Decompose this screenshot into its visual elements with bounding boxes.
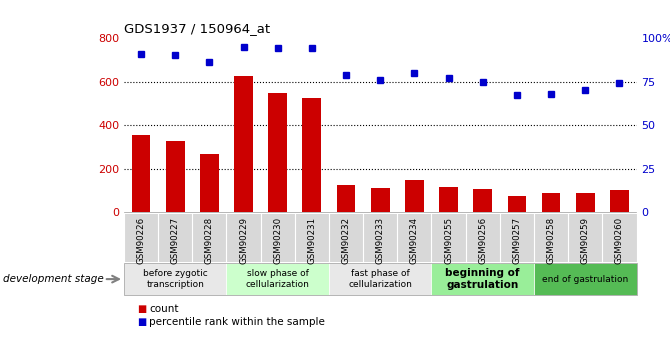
Text: GSM90234: GSM90234	[410, 217, 419, 264]
Bar	[302, 98, 322, 212]
Text: GSM90260: GSM90260	[615, 217, 624, 264]
Text: end of gastrulation: end of gastrulation	[542, 275, 628, 284]
Text: GSM90232: GSM90232	[342, 217, 350, 264]
Text: beginning of
gastrulation: beginning of gastrulation	[446, 268, 520, 290]
Text: fast phase of
cellularization: fast phase of cellularization	[348, 269, 412, 289]
Text: GSM90255: GSM90255	[444, 217, 453, 264]
Bar	[405, 179, 424, 212]
Bar	[200, 155, 219, 212]
Bar	[576, 193, 595, 212]
Text: GSM90228: GSM90228	[205, 217, 214, 264]
Bar	[371, 188, 390, 212]
Bar	[610, 190, 629, 212]
Bar	[336, 185, 356, 212]
Text: GSM90230: GSM90230	[273, 217, 282, 264]
Bar	[541, 193, 561, 212]
Bar	[268, 93, 287, 212]
Text: GSM90258: GSM90258	[547, 217, 555, 264]
Text: GSM90231: GSM90231	[308, 217, 316, 264]
Text: before zygotic
transcription: before zygotic transcription	[143, 269, 208, 289]
Text: development stage: development stage	[3, 274, 104, 284]
Text: GDS1937 / 150964_at: GDS1937 / 150964_at	[124, 22, 270, 36]
Bar	[234, 76, 253, 212]
Bar	[507, 196, 527, 212]
Bar	[165, 141, 185, 212]
Text: GSM90259: GSM90259	[581, 217, 590, 264]
Text: GSM90233: GSM90233	[376, 217, 385, 264]
Bar	[439, 187, 458, 212]
Text: ■: ■	[137, 304, 147, 314]
Text: GSM90226: GSM90226	[137, 217, 145, 264]
Text: ■: ■	[137, 317, 147, 327]
Text: GSM90257: GSM90257	[513, 217, 521, 264]
Text: GSM90256: GSM90256	[478, 217, 487, 264]
Text: GSM90229: GSM90229	[239, 217, 248, 264]
Text: count: count	[149, 304, 179, 314]
Bar	[131, 135, 151, 212]
Text: slow phase of
cellularization: slow phase of cellularization	[246, 269, 310, 289]
Text: percentile rank within the sample: percentile rank within the sample	[149, 317, 325, 327]
Text: GSM90227: GSM90227	[171, 217, 180, 264]
Bar	[473, 189, 492, 212]
